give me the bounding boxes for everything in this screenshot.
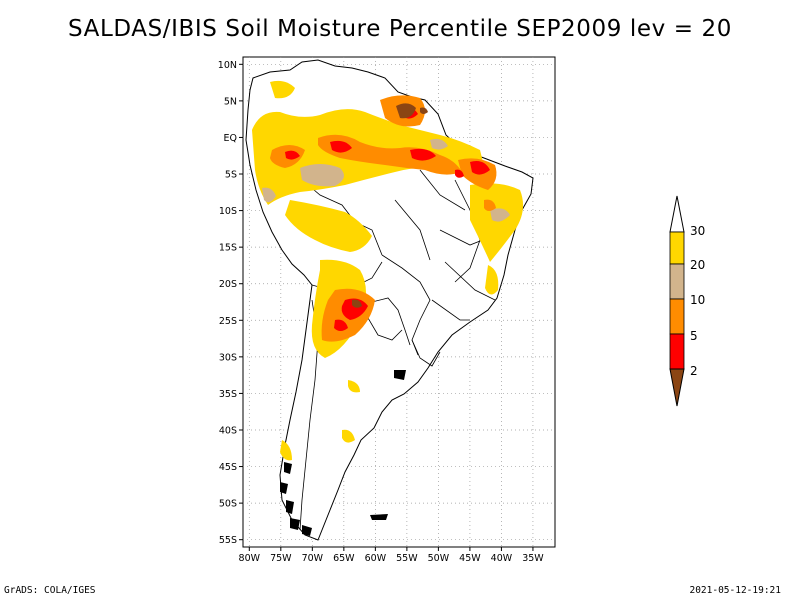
y-tick-label: 40S [219,425,237,436]
x-tick-label: 45W [459,553,481,564]
y-tick-label: 35S [219,389,237,400]
colorbar-segment-20-30 [669,231,685,265]
y-tick-label: 45S [219,462,237,473]
y-tick-label: 20S [219,279,237,290]
x-tick-label: 60W [365,553,387,564]
x-tick-label: 40W [491,553,513,564]
y-tick-label: 30S [219,352,237,363]
y-tick-label: 15S [219,243,237,254]
y-tick-label: 10N [218,60,237,71]
y-tick-label: 25S [219,316,237,327]
colorbar-label-10: 10 [690,293,705,307]
percentile-shading [252,80,524,536]
y-tick-label: 5S [225,170,237,181]
colorbar-bottom-arrow [669,368,685,407]
x-tick-label: 80W [239,553,261,564]
colorbar-segment-5-10 [669,298,685,335]
footer-credit: GrADS: COLA/IGES [4,585,96,596]
x-tick-label: 55W [396,553,418,564]
colorbar-label-30: 30 [690,224,705,238]
y-tick-label: 50S [219,499,237,510]
colorbar-label-20: 20 [690,258,705,272]
y-axis-ticks: 10N 5N EQ 5S 10S 15S 20S 25S 30S 35S 40S 45S 50S 55S [218,60,243,546]
footer-timestamp: 2021-05-12-19:21 [689,585,781,596]
colorbar-segment-2-5 [669,333,685,370]
map-panel: 80W 75W 70W 65W 60W 55W 50W 45W 40W 35W 10N 5N EQ 5S… [218,56,556,564]
x-tick-label: 50W [428,553,450,564]
colorbar-label-2: 2 [690,364,698,378]
colorbar-top-arrow [669,195,685,233]
x-tick-label: 75W [270,553,292,564]
y-tick-label: 55S [219,535,237,546]
y-tick-label: EQ [224,133,237,144]
map-title: SALDAS/IBIS Soil Moisture Percentile SEP… [67,16,733,42]
colorbar: 30 20 10 5 2 [669,195,705,407]
x-tick-label: 35W [522,553,544,564]
colorbar-segment-10-20 [669,263,685,300]
x-tick-label: 70W [302,553,324,564]
x-tick-label: 65W [333,553,355,564]
colorbar-label-5: 5 [690,329,698,343]
y-tick-label: 5N [224,96,237,107]
x-axis-ticks: 80W 75W 70W 65W 60W 55W 50W 45W 40W 35W [239,547,544,564]
y-tick-label: 10S [219,206,237,217]
